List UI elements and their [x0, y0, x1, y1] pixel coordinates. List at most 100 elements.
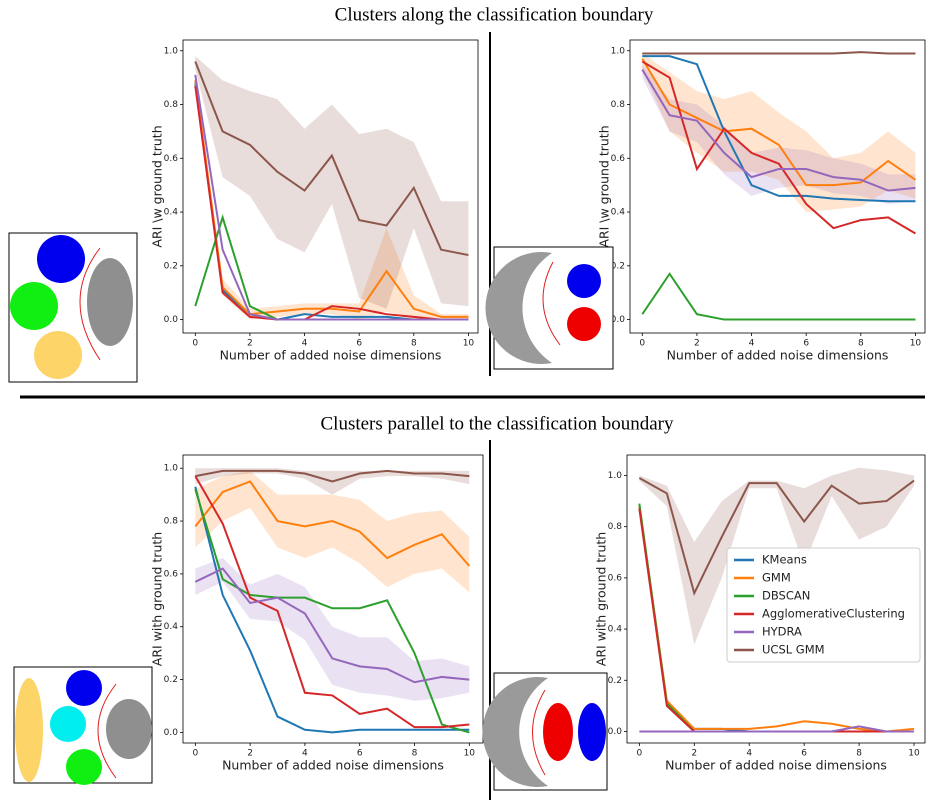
y-tick-label: 0.0: [164, 728, 179, 738]
diagram: [485, 246, 614, 370]
charts: 0.0 0.2 0.4 0.6 0.8 1.0 0 2 4 6 8 10 Number of added…: [150, 39, 926, 773]
x-tick-label: 2: [247, 749, 253, 759]
legend-label: HYDRA: [762, 625, 802, 639]
y-tick-label: 0.6: [608, 573, 623, 583]
diagram: [482, 672, 608, 791]
series-line: [642, 51, 916, 55]
x-tick-label: 10: [910, 339, 922, 349]
confidence-band: [195, 56, 469, 309]
y-tick-label: 0.0: [611, 315, 626, 325]
y-tick-label: 1.0: [164, 46, 179, 56]
x-axis-label: Number of added noise dimensions: [665, 758, 887, 773]
x-tick-label: 0: [192, 339, 198, 349]
x-tick-label: 2: [247, 339, 253, 349]
x-tick-label: 10: [908, 749, 920, 759]
y-tick-label: 0.4: [611, 208, 626, 218]
y-tick-label: 0.4: [608, 625, 623, 635]
y-axis-label: ARI with ground truth: [594, 532, 609, 666]
confidence-band: [642, 53, 916, 213]
y-tick-label: 0.8: [608, 522, 623, 532]
y-tick-label: 1.0: [164, 464, 179, 474]
y-tick-label: 0.4: [164, 622, 179, 632]
diagram: [8, 232, 138, 383]
line-chart: 0.0 0.2 0.4 0.6 0.8 1.0 0 2 4 6 8 10 Number of added…: [150, 454, 484, 773]
y-tick-label: 0.2: [611, 261, 625, 271]
series-line: [194, 74, 469, 321]
y-tick-label: 0.8: [611, 100, 626, 110]
series-line: [641, 58, 917, 187]
series-line: [194, 480, 471, 567]
line-chart: 0.0 0.2 0.4 0.6 0.8 1.0 0 2 4 6 8 10 Number of added…: [150, 39, 479, 363]
series-line: [639, 725, 915, 733]
legend-label: UCSL GMM: [762, 643, 825, 657]
y-axis-label: ARI \w ground truth: [597, 125, 612, 247]
y-tick-label: 0.6: [164, 569, 179, 579]
x-tick-label: 0: [636, 749, 642, 759]
y-tick-label: 1.0: [611, 46, 626, 56]
line-chart: 0.0 0.2 0.4 0.6 0.8 1.0 0 2 4 6 8 10 Number of added…: [594, 454, 926, 773]
confidence-band: [195, 558, 470, 701]
y-axis-label: ARI with ground truth: [150, 532, 165, 666]
series-line: [641, 60, 916, 235]
x-axis-label: Number of added noise dimensions: [220, 348, 442, 363]
series-line: [194, 85, 469, 321]
plot-frame: [182, 39, 479, 334]
x-tick-label: 6: [803, 339, 809, 349]
x-axis-label: Number of added noise dimensions: [222, 758, 444, 773]
series-line: [642, 55, 916, 203]
x-tick-label: 0: [639, 339, 645, 349]
x-tick-label: 4: [749, 339, 755, 349]
x-tick-label: 2: [694, 339, 700, 349]
x-tick-label: 10: [464, 749, 476, 759]
y-tick-label: 0.2: [164, 675, 178, 685]
x-tick-label: 6: [801, 749, 807, 759]
y-tick-label: 0.0: [608, 727, 623, 737]
x-tick-label: 6: [357, 749, 363, 759]
y-tick-label: 0.6: [611, 154, 626, 164]
x-tick-label: 8: [411, 339, 417, 349]
y-tick-label: 0.4: [164, 208, 179, 218]
series-line: [638, 506, 915, 733]
series-line: [194, 486, 470, 734]
x-tick-label: 10: [463, 339, 475, 349]
legend-label: DBSCAN: [762, 589, 810, 603]
legend-label: GMM: [762, 571, 791, 585]
diagram: [13, 666, 153, 785]
x-tick-label: 4: [746, 749, 752, 759]
x-tick-label: 8: [858, 339, 864, 349]
legend-frame: [726, 547, 921, 663]
x-tick-label: 4: [302, 339, 308, 349]
x-tick-label: 4: [302, 749, 308, 759]
x-axis-label: Number of added noise dimensions: [667, 348, 889, 363]
x-tick-label: 8: [412, 749, 418, 759]
series-line: [194, 475, 470, 729]
series-line: [194, 80, 469, 318]
x-tick-label: 0: [192, 749, 198, 759]
series-line: [195, 469, 470, 483]
y-tick-label: 0.8: [164, 100, 179, 110]
series-line: [194, 567, 470, 684]
series-line: [641, 272, 916, 321]
confidence-band: [195, 77, 469, 320]
confidence-band: [639, 467, 915, 645]
y-tick-label: 0.2: [164, 261, 178, 271]
y-tick-label: 0.6: [164, 154, 179, 164]
series-line: [194, 489, 470, 734]
top-title: Clusters along the classification bounda…: [335, 4, 654, 25]
series-line: [638, 477, 915, 597]
legend-label: AgglomerativeClustering: [762, 607, 905, 621]
confidence-band: [642, 64, 916, 204]
line-chart: 0.0 0.2 0.4 0.6 0.8 1.0 0 2 4 6 8 10 Number of added…: [597, 39, 926, 363]
x-tick-label: 8: [856, 749, 862, 759]
legend: KMeans GMM DBSCAN AgglomerativeClustering HY…: [726, 547, 921, 663]
y-tick-label: 0.2: [608, 676, 622, 686]
x-tick-label: 2: [691, 749, 697, 759]
y-tick-label: 0.0: [164, 315, 179, 325]
legend-label: KMeans: [762, 553, 807, 567]
y-tick-label: 1.0: [608, 471, 623, 481]
series-line: [641, 69, 916, 192]
series-line: [194, 61, 469, 257]
y-axis-label: ARI \w ground truth: [150, 125, 165, 247]
x-tick-label: 6: [356, 339, 362, 349]
